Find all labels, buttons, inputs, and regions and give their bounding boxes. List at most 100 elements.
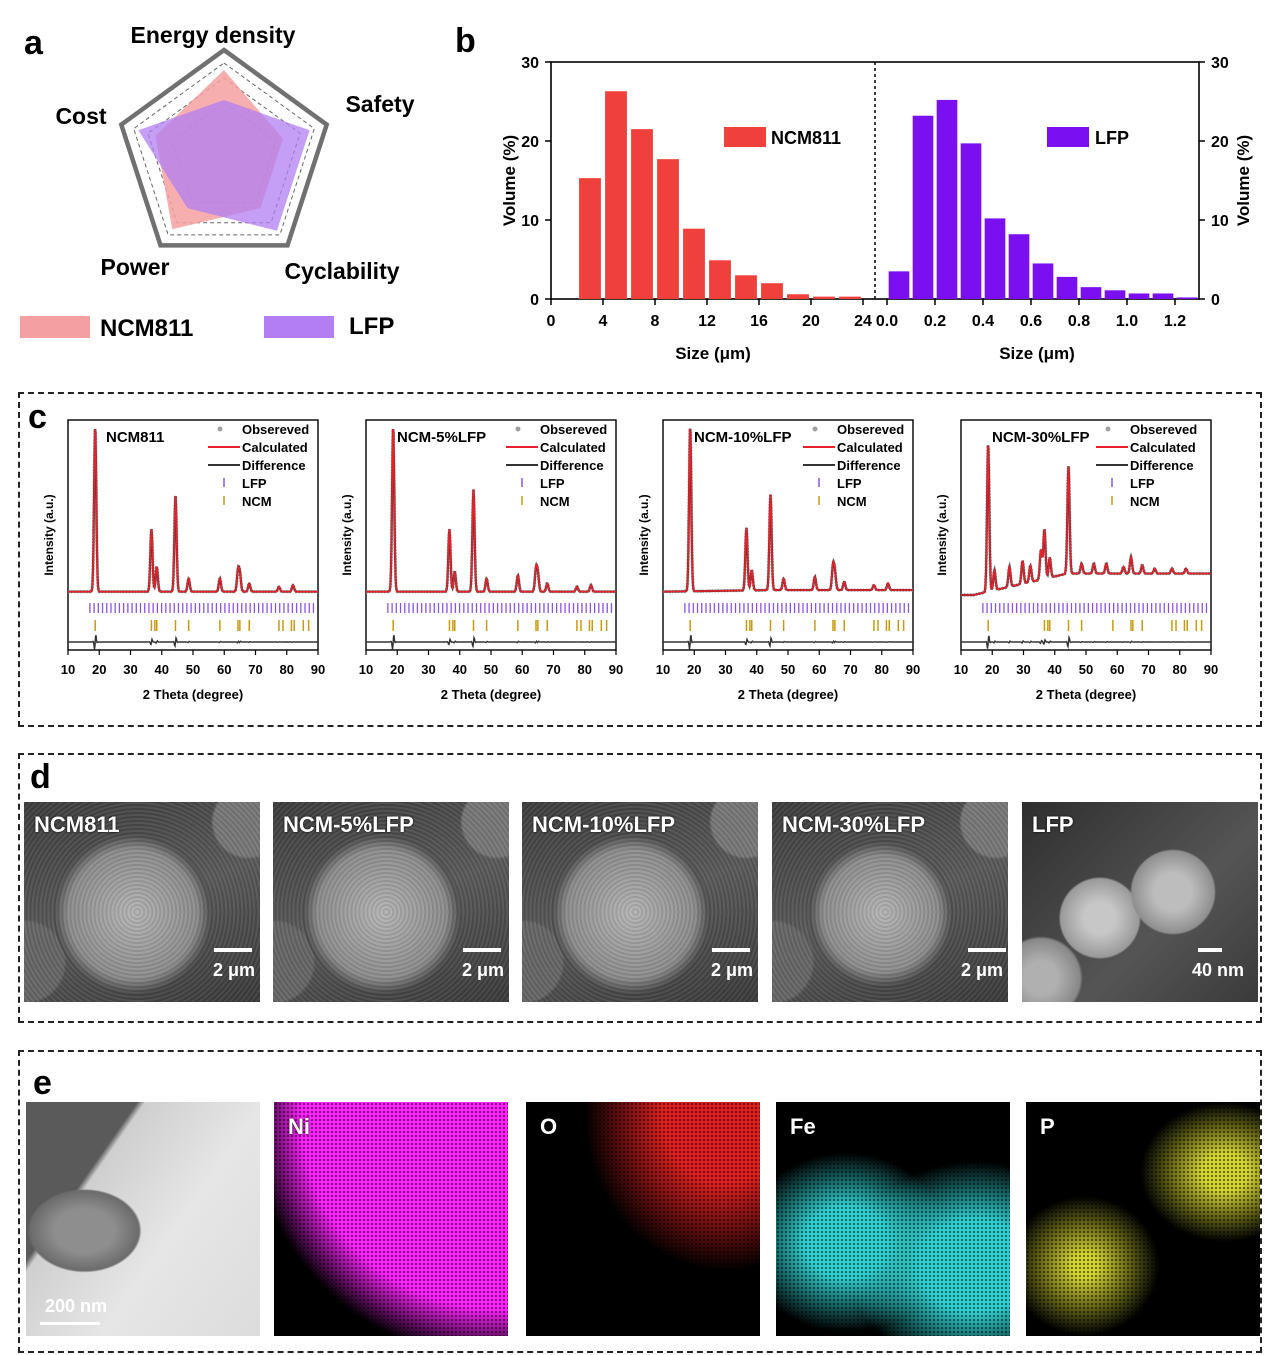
eds-map-tile: P [1026, 1102, 1260, 1336]
legend-ncm-label: NCM [1130, 494, 1160, 509]
xrd-x-tick-label: 60 [515, 662, 529, 677]
x-tick-label-left: 0 [547, 313, 556, 330]
eds-map-tile: O [526, 1102, 760, 1336]
xrd-x-tick-label: 40 [1048, 662, 1062, 677]
legend-lfp-label: LFP [242, 476, 267, 491]
scale-bar [1198, 948, 1222, 952]
y-axis-label-left: Volume (%) [500, 135, 519, 226]
legend-observed-marker [217, 426, 223, 432]
bar-lfp [960, 143, 982, 299]
legend-calculated-label: Calculated [540, 440, 606, 455]
legend-ncm-label: NCM [837, 494, 867, 509]
y-tick-label-left: 10 [521, 213, 539, 230]
xrd-x-tick-label: 50 [781, 662, 795, 677]
legend-observed-label: Obsereved [242, 422, 309, 437]
xrd-x-tick-label: 20 [390, 662, 404, 677]
calculated-curve [662, 428, 913, 593]
xrd-x-axis-label: 2 Theta (degree) [441, 687, 541, 702]
legend-calculated-label: Calculated [1130, 440, 1196, 455]
scale-bar-label: 2 μm [960, 960, 1004, 980]
xrd-panel-0: 10 20 30 40 50 60 70 80 90 2 Theta (degree) Intens… [42, 419, 325, 702]
sem-title: LFP [1032, 812, 1074, 837]
y-tick-label-left: 30 [521, 55, 539, 72]
eds-dot-texture [274, 1102, 508, 1336]
radar-ring-2 [133, 62, 315, 236]
legend-observed-label: Obsereved [1130, 422, 1197, 437]
bar-ncm811 [813, 296, 835, 299]
y-tick-label-right: 20 [1211, 134, 1229, 151]
scale-bar [214, 948, 252, 952]
radar-axis-label: Cost [55, 103, 106, 129]
xrd-x-tick-label: 30 [123, 662, 137, 677]
xrd-x-axis-label: 2 Theta (degree) [738, 687, 838, 702]
bar-lfp [888, 271, 910, 299]
xrd-panel-title: NCM-30%LFP [992, 429, 1090, 446]
scale-bar [968, 948, 1006, 952]
xrd-x-tick-label: 90 [311, 662, 325, 677]
bar-lfp [1104, 290, 1126, 299]
legend-difference-label: Difference [1130, 458, 1194, 473]
xrd-x-tick-label: 70 [843, 662, 857, 677]
sem-title: NCM811 [34, 812, 120, 837]
xrd-x-tick-label: 20 [92, 662, 106, 677]
bar-ncm811 [605, 91, 627, 299]
eds-map-title: Ni [288, 1114, 310, 1139]
x-tick-label-right: 0.2 [924, 313, 946, 330]
eds-dot-texture [526, 1102, 760, 1336]
bar-lfp [1152, 293, 1174, 299]
haadf-image-tile: 200 nm [26, 1102, 260, 1336]
legend-swatch-ncm811 [20, 316, 90, 338]
xrd-x-tick-label: 20 [687, 662, 701, 677]
bar-lfp [912, 115, 934, 299]
legend-label-lfp: LFP [1095, 128, 1129, 148]
sem-title: NCM-10%LFP [532, 812, 676, 837]
eds-map-title: Fe [790, 1114, 816, 1139]
legend-calculated-label: Calculated [837, 440, 903, 455]
calculated-curve [961, 445, 1211, 596]
xrd-x-tick-label: 60 [812, 662, 826, 677]
bar-lfp [1080, 287, 1102, 299]
scale-bar-label: 2 μm [461, 960, 505, 980]
legend-observed-marker [1105, 426, 1111, 432]
bar-lfp [1032, 263, 1054, 299]
xrd-x-tick-label: 10 [61, 662, 75, 677]
x-tick-label-left: 16 [750, 313, 768, 330]
legend-difference-label: Difference [837, 458, 901, 473]
panel-label-b: b [455, 22, 476, 60]
xrd-panel-1: 10 20 30 40 50 60 70 80 90 2 Theta (degree) Intens… [340, 419, 623, 702]
radar-chart: Energy density Safety Cyclability Power Cost… [20, 22, 415, 342]
x-tick-label-left: 8 [651, 313, 660, 330]
eds-dot-texture [1026, 1102, 1260, 1336]
eds-dot-texture [776, 1102, 1010, 1336]
x-tick-label-right: 0.8 [1068, 313, 1090, 330]
radar-axis-labels: Energy density Safety Cyclability Power Cost [55, 22, 414, 284]
scale-bar-label: 200 nm [44, 1296, 108, 1316]
xrd-x-tick-label: 30 [1016, 662, 1030, 677]
legend-swatch-lfp [1047, 127, 1089, 147]
panel-d-frame [18, 753, 1262, 1023]
xrd-x-tick-label: 90 [906, 662, 920, 677]
x-axis-label-right: Size (μm) [999, 344, 1075, 363]
bar-lfp [1128, 293, 1150, 299]
sem-image-tile: NCM-5%LFP 2 μm [273, 802, 509, 1002]
x-tick-label-right: 0.4 [972, 313, 994, 330]
x-tick-label-right: 1.0 [1116, 313, 1138, 330]
x-tick-label-right: 1.2 [1164, 313, 1186, 330]
panel-label-c: c [28, 398, 47, 436]
y-tick-label-right: 30 [1211, 55, 1229, 72]
legend-observed-marker [812, 426, 818, 432]
y-tick-label-right: 0 [1211, 292, 1220, 309]
panel-label-a: a [24, 24, 43, 62]
x-tick-label-right: 0.6 [1020, 313, 1042, 330]
legend-label-ncm811: NCM811 [771, 128, 841, 148]
legend-observed-label: Obsereved [837, 422, 904, 437]
legend-label-ncm811: NCM811 [100, 315, 193, 342]
x-tick-label-right: 0.0 [876, 313, 898, 330]
xrd-panel-2: 10 20 30 40 50 60 70 80 90 2 Theta (degree) Intens… [637, 419, 920, 702]
sem-title: NCM-30%LFP [782, 812, 926, 837]
x-axis-label-left: Size (μm) [675, 344, 751, 363]
xrd-panel-title: NCM-5%LFP [397, 429, 486, 446]
calculated-curve [366, 429, 616, 593]
bar-ncm811 [657, 159, 679, 299]
bar-lfp [936, 99, 958, 299]
